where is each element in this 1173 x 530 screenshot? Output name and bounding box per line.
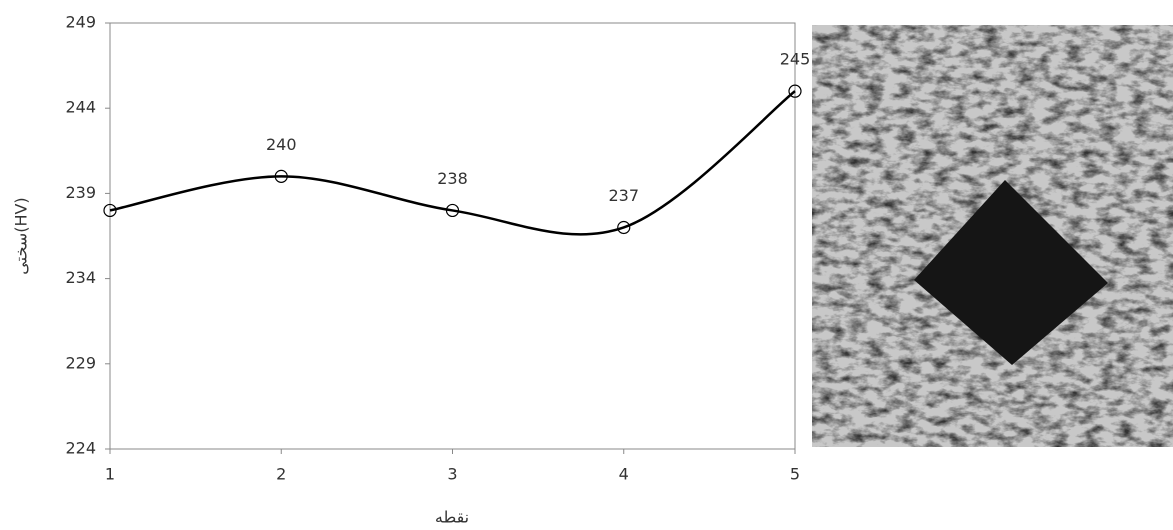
micrograph xyxy=(812,25,1173,447)
x-axis-title: نقطه xyxy=(435,508,469,527)
y-tick-label: 224 xyxy=(65,439,96,458)
point xyxy=(274,169,288,183)
point xyxy=(617,220,631,235)
point xyxy=(788,84,802,98)
y-tick-label: 239 xyxy=(65,183,96,202)
data-label: 237 xyxy=(608,186,639,205)
point xyxy=(103,203,117,218)
data-label: 245 xyxy=(780,50,811,69)
line xyxy=(109,90,796,236)
x-tick-label: 1 xyxy=(105,465,115,484)
data-label: 240 xyxy=(266,135,297,154)
y-tick-label: 249 xyxy=(65,13,96,32)
y-tick-label: 229 xyxy=(65,353,96,372)
y-tick-label: 244 xyxy=(65,98,96,117)
data-label: 238 xyxy=(437,169,468,188)
plot-frame xyxy=(109,22,796,450)
x-tick-label: 2 xyxy=(276,465,286,484)
x-tick-label: 4 xyxy=(619,465,629,484)
x-tick-label: 5 xyxy=(790,465,800,484)
y-axis-title: سختی(HV) xyxy=(12,197,31,274)
x-tick-label: 3 xyxy=(447,465,457,484)
point xyxy=(445,203,460,218)
y-tick-label: 234 xyxy=(65,268,96,287)
